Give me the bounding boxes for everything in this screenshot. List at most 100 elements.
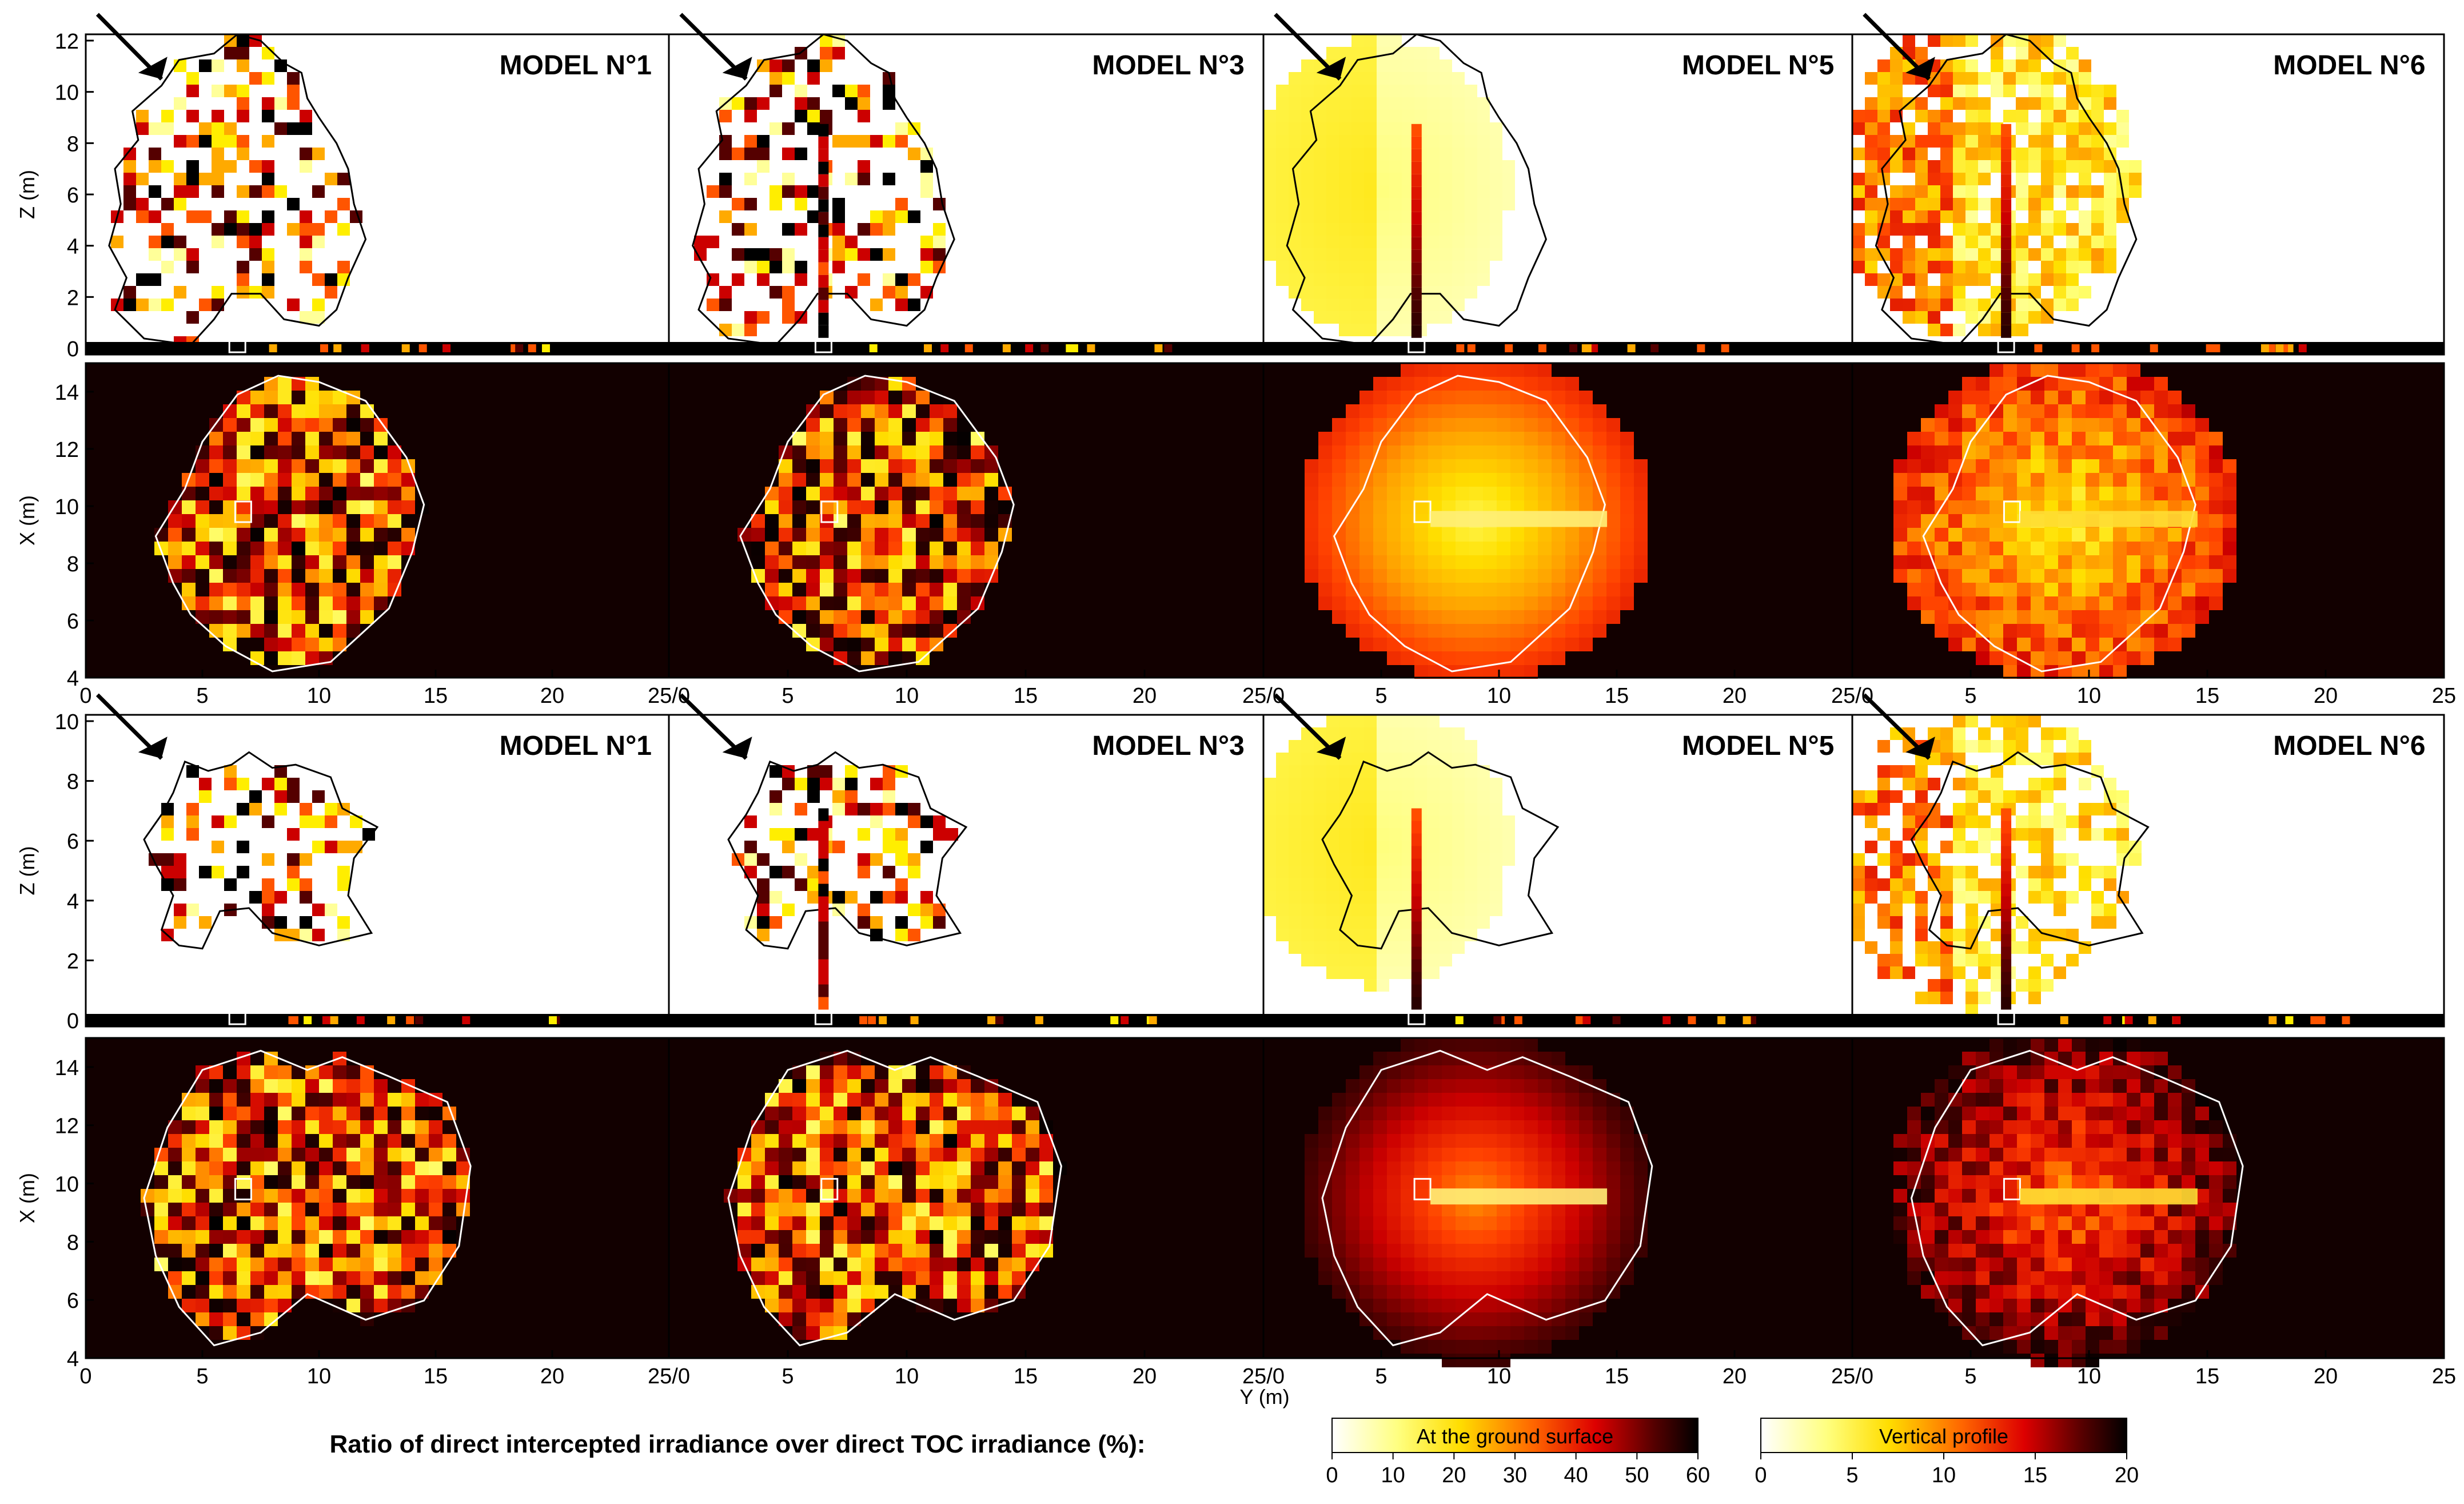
voxel [1346, 404, 1359, 418]
trunk-marker [820, 500, 839, 523]
voxel [2066, 59, 2079, 72]
voxel [287, 85, 300, 97]
voxel [1565, 445, 1579, 459]
voxel [1579, 473, 1593, 487]
voxel [795, 803, 807, 815]
voxel [832, 891, 845, 904]
voxel [1978, 72, 1991, 85]
trunk-voxel [2001, 249, 2012, 262]
voxel [1552, 610, 1565, 624]
voxel [719, 299, 732, 311]
voxel [388, 1189, 401, 1203]
voxel [1606, 500, 1620, 514]
voxel [1965, 979, 1978, 992]
voxel [136, 173, 149, 185]
voxel [1953, 286, 1965, 299]
voxel [2079, 173, 2091, 185]
voxel [1565, 1079, 1579, 1093]
voxel [161, 198, 174, 210]
voxel [1483, 665, 1497, 679]
voxel [401, 1189, 415, 1203]
voxel [1402, 715, 1414, 727]
voxel [2041, 72, 2054, 85]
voxel [1477, 803, 1490, 815]
voxel [1465, 803, 1477, 815]
voxel [249, 34, 262, 47]
voxel [1314, 778, 1326, 790]
voxel [765, 555, 779, 569]
voxel [2058, 445, 2072, 459]
voxel [1991, 790, 2003, 803]
voxel [1401, 1285, 1414, 1299]
panel-r3-m0 [85, 1037, 670, 1359]
voxel [2054, 765, 2066, 778]
voxel [1012, 1134, 1026, 1148]
voxel [2041, 299, 2054, 311]
voxel [186, 85, 199, 97]
voxel [1989, 377, 2003, 391]
voxel [1606, 1107, 1620, 1120]
voxel [832, 248, 845, 261]
voxel [834, 1134, 847, 1148]
voxel [757, 261, 769, 273]
voxel [832, 135, 845, 148]
voxel [782, 904, 795, 916]
voxel [300, 148, 312, 160]
voxel [1427, 135, 1440, 148]
voxel [1359, 1161, 1373, 1175]
voxel [1940, 929, 1953, 941]
voxel [1915, 173, 1928, 185]
voxel [237, 286, 249, 299]
voxel [1440, 135, 1452, 148]
voxel [875, 473, 888, 487]
voxel [1289, 853, 1301, 866]
voxel [2066, 753, 2079, 765]
voxel [1387, 473, 1401, 487]
voxel [847, 1189, 861, 1203]
voxel [1414, 1093, 1428, 1107]
voxel [2031, 487, 2044, 500]
branch-streak [1430, 511, 1608, 527]
voxel [779, 1134, 792, 1148]
voxel [1865, 878, 1877, 891]
voxel [1402, 866, 1414, 878]
voxel [196, 1093, 209, 1107]
voxel [292, 418, 305, 432]
voxel [998, 1175, 1012, 1189]
voxel [895, 803, 908, 815]
voxel [223, 569, 237, 583]
voxel [1440, 941, 1452, 954]
voxel [916, 1079, 930, 1093]
voxel [278, 473, 292, 487]
voxel [1953, 185, 1965, 198]
voxel [1477, 273, 1490, 286]
voxel [933, 236, 946, 248]
voxel [196, 1299, 209, 1312]
voxel [2113, 404, 2127, 418]
voxel [264, 624, 278, 638]
voxel [2058, 583, 2072, 596]
voxel [1401, 528, 1414, 542]
voxel [1991, 47, 2003, 59]
voxel [1314, 891, 1326, 904]
voxel [765, 1134, 779, 1148]
voxel [1364, 286, 1377, 299]
voxel [847, 1065, 861, 1079]
voxel [2016, 828, 2028, 841]
trunk-voxel [818, 224, 829, 237]
voxel [1326, 198, 1339, 210]
voxel [737, 1216, 751, 1230]
voxel [1510, 651, 1524, 665]
voxel [795, 148, 807, 160]
voxel [875, 391, 888, 404]
voxel [1373, 1052, 1387, 1065]
trunk-voxel [818, 871, 829, 884]
voxel [250, 500, 264, 514]
voxel [782, 828, 795, 841]
voxel [1314, 941, 1326, 954]
voxel [333, 514, 346, 528]
voxel [1401, 1079, 1414, 1093]
voxel [2129, 841, 2142, 853]
voxel [795, 853, 807, 866]
voxel [870, 891, 883, 904]
